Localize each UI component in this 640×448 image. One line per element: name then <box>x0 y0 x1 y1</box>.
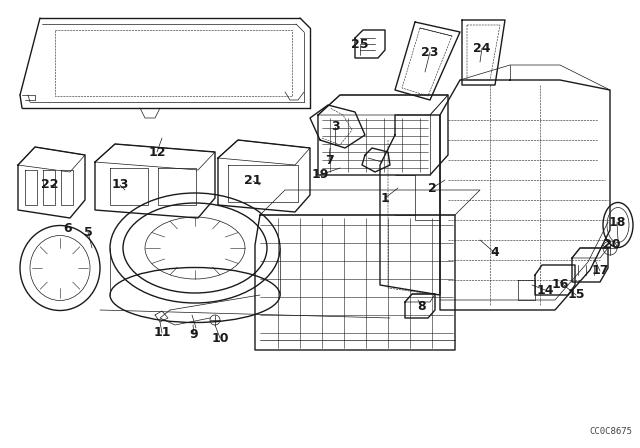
Text: 4: 4 <box>491 246 499 259</box>
Text: 5: 5 <box>84 225 92 238</box>
Text: CC0C8675: CC0C8675 <box>589 427 632 436</box>
Text: 7: 7 <box>324 155 333 168</box>
Text: 17: 17 <box>591 264 609 277</box>
Text: 12: 12 <box>148 146 166 159</box>
Text: 25: 25 <box>351 39 369 52</box>
Text: 1: 1 <box>381 191 389 204</box>
Text: 11: 11 <box>153 327 171 340</box>
Text: 15: 15 <box>567 289 585 302</box>
Text: 10: 10 <box>211 332 228 345</box>
Text: 8: 8 <box>418 300 426 313</box>
Text: 24: 24 <box>473 42 491 55</box>
Text: 3: 3 <box>331 121 339 134</box>
Text: 14: 14 <box>536 284 554 297</box>
Text: 18: 18 <box>608 215 626 228</box>
Text: 16: 16 <box>551 279 569 292</box>
Text: 6: 6 <box>64 221 72 234</box>
Text: 2: 2 <box>428 181 436 194</box>
Text: 20: 20 <box>604 237 621 250</box>
Text: 19: 19 <box>311 168 329 181</box>
Text: 21: 21 <box>244 175 262 188</box>
Text: 13: 13 <box>111 178 129 191</box>
Text: 9: 9 <box>189 327 198 340</box>
Text: 22: 22 <box>41 178 59 191</box>
Text: 23: 23 <box>421 46 438 59</box>
